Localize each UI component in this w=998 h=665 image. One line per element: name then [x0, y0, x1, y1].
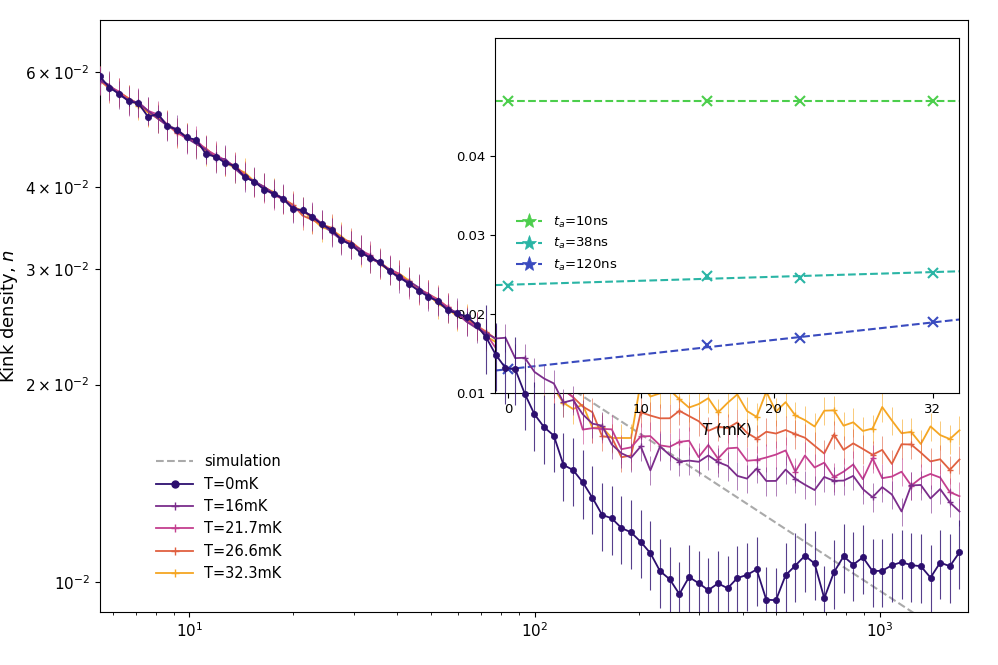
Y-axis label: Kink density, $n$: Kink density, $n$: [0, 249, 20, 383]
Legend: simulation, T=0mK, T=16mK, T=21.7mK, T=26.6mK, T=32.3mK: simulation, T=0mK, T=16mK, T=21.7mK, T=2…: [151, 449, 287, 587]
